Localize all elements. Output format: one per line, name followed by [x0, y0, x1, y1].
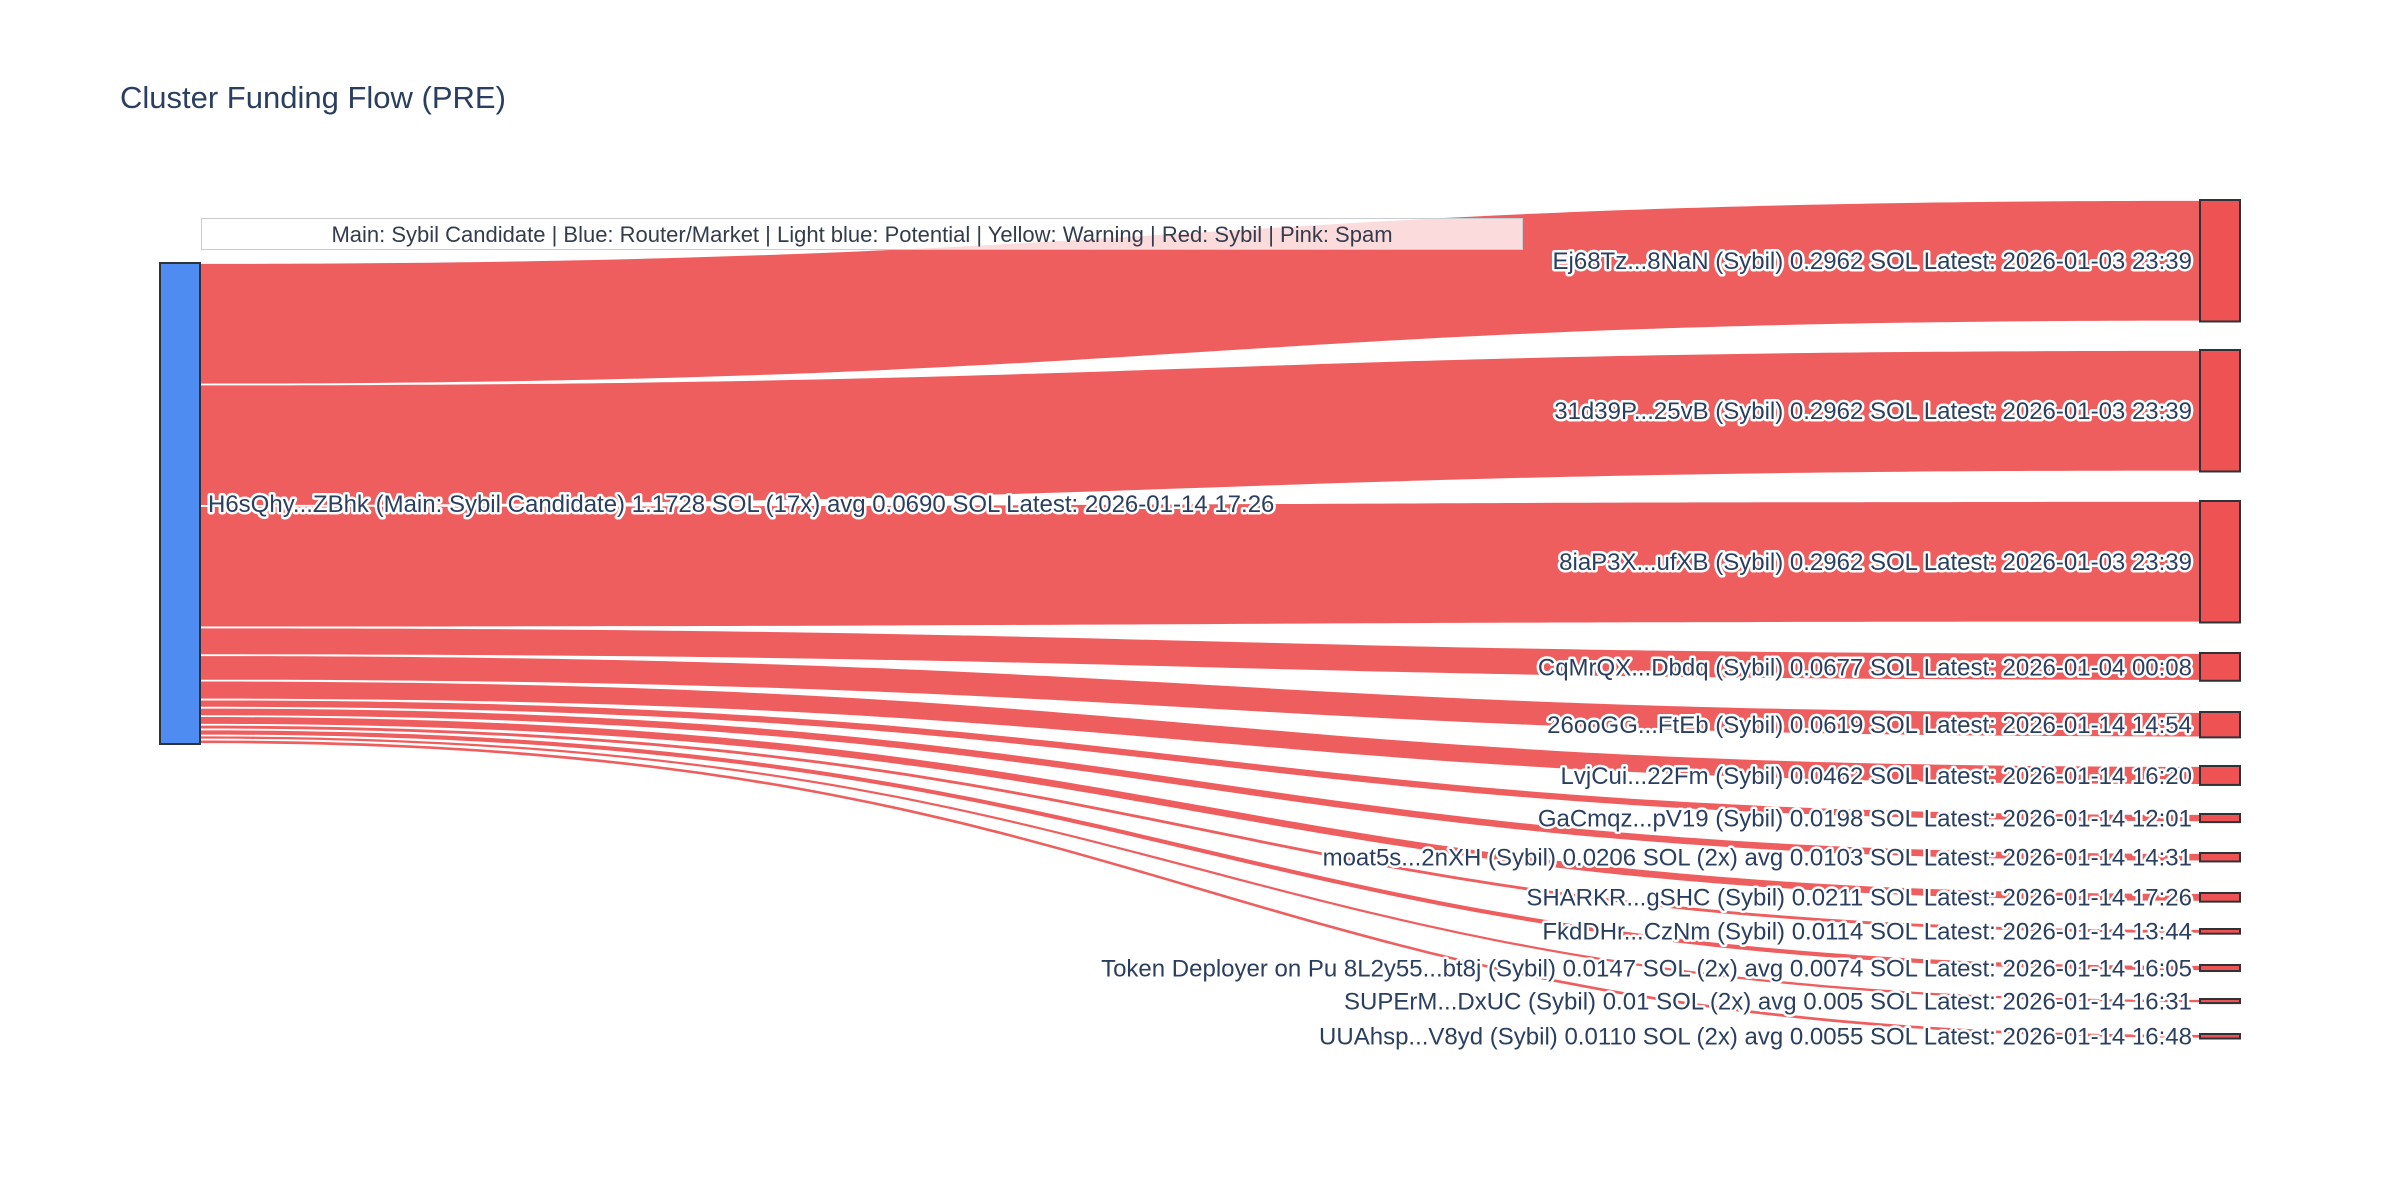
flow-link-5[interactable] — [200, 681, 2200, 785]
target-node-9[interactable] — [2199, 928, 2241, 935]
target-node-12[interactable] — [2199, 1033, 2241, 1040]
target-node-11[interactable] — [2199, 998, 2241, 1005]
target-node-10[interactable] — [2199, 964, 2241, 973]
target-node-label-4: 26ooGG...FtEb (Sybil) 0.0619 SOL Latest:… — [1547, 712, 2192, 739]
target-node-label-12: UUAhsp...V8yd (Sybil) 0.0110 SOL (2x) av… — [1319, 1024, 2192, 1051]
target-node-label-3: CqMrQX...Dbdq (Sybil) 0.0677 SOL Latest:… — [1538, 654, 2192, 681]
target-node-label-9: FkdDHr...CzNm (Sybil) 0.0114 SOL Latest:… — [1542, 919, 2192, 946]
target-node-label-2: 8iaP3X...ufXB (Sybil) 0.2962 SOL Latest:… — [1559, 549, 2192, 576]
target-node-0[interactable] — [2199, 199, 2241, 323]
target-node-8[interactable] — [2199, 892, 2241, 903]
target-node-label-1: 31d39P...25vB (Sybil) 0.2962 SOL Latest:… — [1554, 398, 2192, 425]
target-node-4[interactable] — [2199, 711, 2241, 739]
source-node-label: H6sQhy...ZBhk (Main: Sybil Candidate) 1.… — [208, 491, 1274, 518]
flow-link-12[interactable] — [200, 740, 2200, 1038]
target-node-1[interactable] — [2199, 349, 2241, 473]
flow-link-9[interactable] — [200, 725, 2200, 933]
flow-link-1[interactable] — [200, 350, 2200, 506]
target-node-label-11: SUPErM...DxUC (Sybil) 0.01 SOL (2x) avg … — [1344, 988, 2192, 1015]
target-node-label-5: LvjCui...22Fm (Sybil) 0.0462 SOL Latest:… — [1561, 763, 2192, 790]
target-node-label-0: Ej68Tz...8NaN (Sybil) 0.2962 SOL Latest:… — [1553, 248, 2192, 275]
chart-title: Cluster Funding Flow (PRE) — [120, 80, 506, 115]
flow-link-6[interactable] — [200, 700, 2200, 822]
flow-link-10[interactable] — [200, 730, 2200, 971]
target-node-3[interactable] — [2199, 652, 2241, 682]
source-node[interactable] — [159, 262, 201, 745]
target-node-label-6: GaCmqz...pV19 (Sybil) 0.0198 SOL Latest:… — [1538, 805, 2192, 832]
legend-note-annotation: Main: Sybil Candidate | Blue: Router/Mar… — [201, 218, 1523, 250]
target-node-6[interactable] — [2199, 813, 2241, 824]
target-node-5[interactable] — [2199, 765, 2241, 786]
flow-link-4[interactable] — [200, 656, 2200, 737]
target-node-label-10: Token Deployer on Pu 8L2y55...bt8j (Sybi… — [1101, 955, 2192, 982]
target-node-2[interactable] — [2199, 500, 2241, 624]
flow-link-3[interactable] — [200, 628, 2200, 680]
flow-link-0[interactable] — [200, 200, 2200, 384]
target-node-7[interactable] — [2199, 852, 2241, 863]
flow-link-11[interactable] — [200, 736, 2200, 1003]
target-node-label-8: SHARKR...gSHC (Sybil) 0.0211 SOL Latest:… — [1526, 885, 2192, 912]
flow-link-2[interactable] — [200, 501, 2200, 627]
flow-link-7[interactable] — [200, 708, 2200, 861]
flow-link-8[interactable] — [200, 717, 2200, 901]
target-node-label-7: moat5s...2nXH (Sybil) 0.0206 SOL (2x) av… — [1323, 845, 2192, 872]
